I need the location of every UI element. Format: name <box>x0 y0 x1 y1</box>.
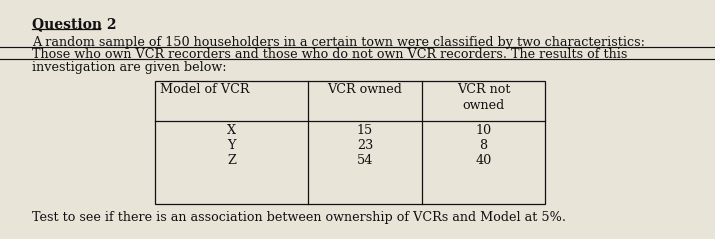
Text: 54: 54 <box>357 154 373 167</box>
Text: VCR not
owned: VCR not owned <box>457 83 511 112</box>
Text: 8: 8 <box>480 139 488 152</box>
Bar <box>155 81 545 204</box>
Text: Test to see if there is an association between ownership of VCRs and Model at 5%: Test to see if there is an association b… <box>32 211 566 224</box>
Text: Model of VCR: Model of VCR <box>160 83 250 96</box>
Text: Z: Z <box>227 154 236 167</box>
Text: Y: Y <box>227 139 236 152</box>
Text: X: X <box>227 124 236 137</box>
Text: VCR owned: VCR owned <box>327 83 403 96</box>
Text: A random sample of 150 householders in a certain town were classified by two cha: A random sample of 150 householders in a… <box>32 36 645 49</box>
Text: 40: 40 <box>475 154 492 167</box>
Text: 23: 23 <box>357 139 373 152</box>
Text: Those who own VCR recorders and those who do not own VCR recorders. The results : Those who own VCR recorders and those wh… <box>32 48 627 61</box>
Text: 10: 10 <box>475 124 492 137</box>
Text: investigation are given below:: investigation are given below: <box>32 61 227 74</box>
Text: Question 2: Question 2 <box>32 17 117 31</box>
Text: 15: 15 <box>357 124 373 137</box>
